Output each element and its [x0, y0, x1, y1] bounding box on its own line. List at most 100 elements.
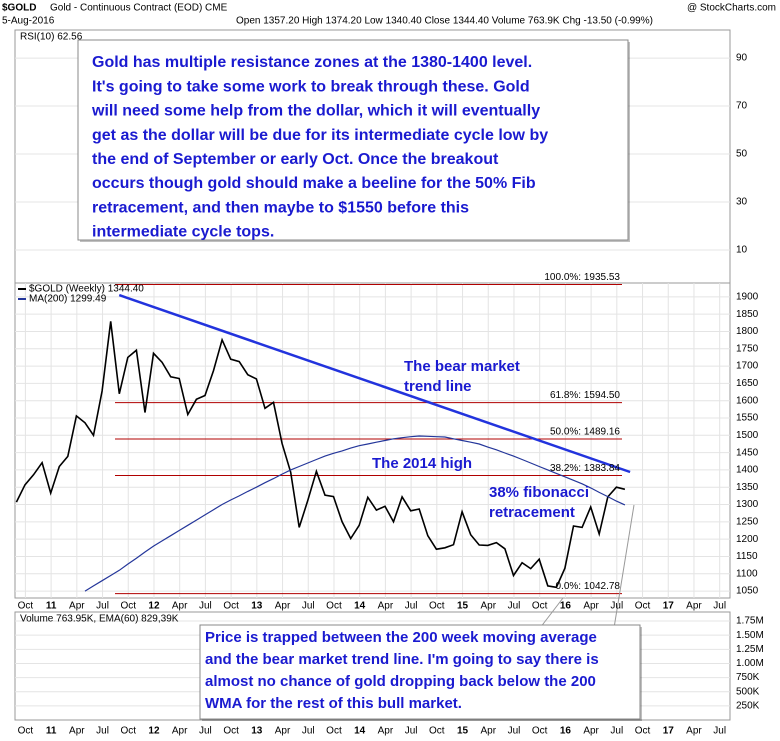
y-tick-label: 1650 — [736, 378, 759, 389]
y-tick-label: 1500 — [736, 430, 759, 441]
fib-label: 38.2%: 1383.84 — [550, 463, 620, 474]
y-tick-label: 50 — [736, 149, 748, 160]
annotation-text: get as the dollar will be due for its in… — [92, 127, 548, 144]
legend-entry: MA(200) 1299.49 — [29, 294, 107, 305]
x-tick-label: Jul — [713, 601, 726, 612]
y-tick-label: 1.25M — [736, 644, 764, 655]
x-tick-label: 15 — [457, 601, 469, 612]
y-tick-label: 1.75M — [736, 616, 764, 627]
annotation-box — [77, 39, 629, 241]
y-tick-label: 1100 — [736, 568, 758, 579]
y-tick-label: 750K — [736, 672, 760, 683]
y-tick-label: 1800 — [736, 326, 759, 337]
y-tick-label: 1050 — [736, 586, 759, 597]
x-tick-label: Jul — [302, 726, 315, 737]
x-tick-label: Oct — [326, 601, 342, 612]
x-tick-label: 17 — [663, 726, 675, 737]
y-tick-label: 1300 — [736, 499, 759, 510]
annotation-text: WMA for the rest of this bull market. — [205, 695, 462, 712]
x-tick-label: Oct — [429, 726, 445, 737]
x-tick-label: Jul — [199, 726, 212, 737]
y-tick-label: 1350 — [736, 482, 759, 493]
x-tick-label: Jul — [302, 601, 315, 612]
rsi-label: RSI(10) 62.56 — [20, 32, 83, 43]
x-tick-label: Oct — [120, 726, 136, 737]
x-tick-label: Jul — [713, 726, 726, 737]
y-tick-label: 10 — [736, 245, 748, 256]
y-tick-label: 1600 — [736, 395, 759, 406]
x-tick-label: Jul — [610, 726, 623, 737]
volume-label: Volume 763.95K, EMA(60) 829,39K — [20, 614, 179, 625]
y-tick-label: 1200 — [736, 534, 759, 545]
y-tick-label: 1450 — [736, 447, 759, 458]
y-tick-label: 1150 — [736, 551, 758, 562]
annotation-text: retracement, and then maybe to $1550 bef… — [92, 199, 469, 216]
x-tick-label: 12 — [148, 726, 160, 737]
x-tick-label: 13 — [251, 601, 263, 612]
y-tick-label: 1750 — [736, 343, 759, 354]
symbol: $GOLD — [2, 3, 36, 14]
fib-label: 100.0%: 1935.53 — [544, 272, 620, 283]
x-tick-label: Oct — [18, 726, 34, 737]
x-tick-label: Oct — [223, 726, 239, 737]
x-tick-label: Apr — [583, 726, 599, 737]
annotation: trend line — [404, 378, 472, 395]
ma-line — [84, 435, 626, 592]
annotation: retracement — [489, 504, 575, 521]
y-tick-label: 1.50M — [736, 630, 764, 641]
y-tick-label: 1.00M — [736, 658, 764, 669]
fib-label: 0.0%: 1042.78 — [556, 581, 621, 592]
x-tick-label: Jul — [96, 726, 109, 737]
annotation: The 2014 high — [372, 455, 472, 472]
x-tick-label: Apr — [480, 726, 496, 737]
quote: Open 1357.20 High 1374.20 Low 1340.40 Cl… — [236, 16, 653, 27]
legend-entry: $GOLD (Weekly) 1344.40 — [29, 284, 144, 295]
x-tick-label: Jul — [405, 601, 418, 612]
annotation-text: Price is trapped between the 200 week mo… — [205, 629, 597, 646]
annotation-box — [199, 624, 641, 720]
y-tick-label: 1400 — [736, 465, 759, 476]
y-tick-label: 1700 — [736, 361, 759, 372]
x-tick-label: Apr — [686, 601, 702, 612]
x-tick-label: Apr — [172, 601, 188, 612]
x-tick-label: Apr — [686, 726, 702, 737]
annotation-text: intermediate cycle tops. — [92, 224, 274, 241]
y-tick-label: 250K — [736, 701, 760, 712]
x-tick-label: Oct — [429, 601, 445, 612]
x-tick-label: 17 — [663, 601, 675, 612]
x-tick-label: Apr — [378, 601, 394, 612]
y-tick-label: 90 — [736, 53, 748, 64]
overlay: Gold has multiple resistance zones at th… — [77, 39, 642, 721]
x-tick-label: Apr — [378, 726, 394, 737]
x-tick-label: 15 — [457, 726, 469, 737]
x-tick-label: 11 — [46, 726, 57, 737]
instrument-name: Gold - Continuous Contract (EOD) CME — [50, 3, 228, 14]
x-tick-label: Jul — [199, 601, 212, 612]
y-tick-label: 30 — [736, 197, 748, 208]
x-tick-label: 13 — [251, 726, 263, 737]
annotation: The bear market — [404, 358, 520, 375]
x-tick-label: Oct — [120, 601, 136, 612]
pointer — [539, 597, 564, 629]
x-tick-label: Apr — [69, 601, 85, 612]
x-tick-label: Jul — [508, 726, 521, 737]
annotation-text: the end of September or early Oct. Once … — [92, 151, 499, 168]
x-tick-label: Apr — [583, 601, 599, 612]
x-tick-label: Oct — [532, 726, 548, 737]
x-tick-label: Oct — [223, 601, 239, 612]
y-tick-label: 1850 — [736, 309, 759, 320]
x-tick-label: Jul — [96, 601, 109, 612]
x-tick-label: Oct — [18, 601, 34, 612]
annotation: 38% fibonacci — [489, 484, 589, 501]
price-line — [15, 321, 626, 589]
x-tick-label: Apr — [275, 601, 291, 612]
pointer — [613, 504, 635, 629]
x-tick-label: Oct — [635, 601, 651, 612]
x-tick-label: 12 — [148, 601, 160, 612]
annotation-text: It's going to take some work to break th… — [92, 78, 530, 95]
y-tick-label: 1250 — [736, 516, 759, 527]
source: @ StockCharts.com — [687, 3, 776, 14]
fib-label: 50.0%: 1489.16 — [550, 427, 620, 438]
x-tick-label: Oct — [326, 726, 342, 737]
